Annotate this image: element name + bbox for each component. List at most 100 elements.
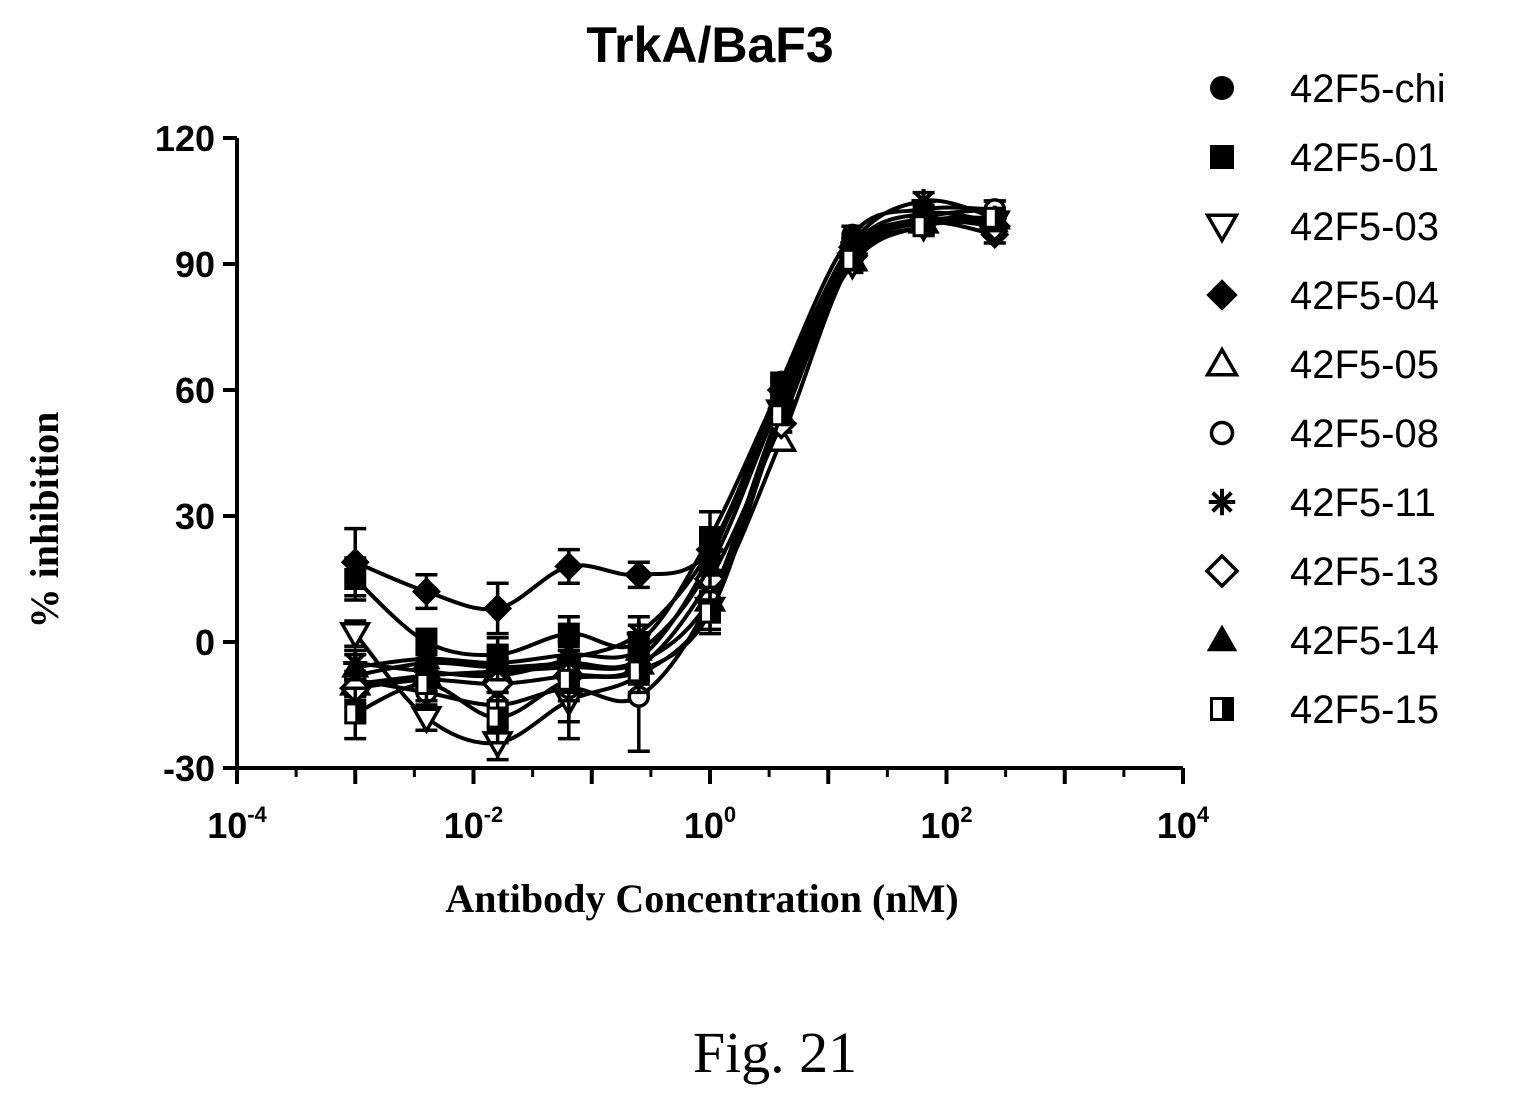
legend-item: 42F5-05: [1204, 343, 1439, 387]
legend-label: 42F5-05: [1290, 343, 1439, 387]
marker-shape: [695, 552, 725, 577]
data-point: [624, 560, 654, 590]
legend-item: 42F5-14: [1206, 619, 1439, 663]
legend-label: 42F5-14: [1290, 619, 1439, 663]
x-tick-base: 10: [444, 805, 484, 846]
x-tick-base: 10: [1157, 805, 1197, 846]
legend-symbol: [1206, 624, 1238, 652]
x-tick-exponent: 2: [960, 802, 972, 827]
legend-label: 42F5-08: [1290, 412, 1439, 456]
fit-curve: [355, 198, 996, 679]
marker-shape-half: [426, 673, 438, 695]
fit-curve: [354, 219, 996, 612]
series-42F5-04: [340, 207, 1010, 636]
data-point: [699, 601, 721, 624]
legend-label: 42F5-04: [1290, 274, 1439, 318]
legend-label: 42F5-03: [1290, 205, 1439, 249]
plot-area: [339, 188, 1011, 762]
legend-symbol: [1208, 488, 1236, 516]
marker-shape: [1204, 213, 1240, 244]
series-42F5-15: [344, 206, 1006, 745]
legend-item: 42F5-15: [1210, 688, 1439, 732]
series-42F5-chi: [344, 198, 1006, 690]
fit-curve: [355, 215, 995, 686]
marker-shape-half: [781, 404, 793, 427]
y-axis-ticks: -30 0 30 60 90 120: [155, 118, 237, 789]
x-tick-label: 104: [1157, 802, 1210, 846]
x-tick-exponent: 4: [1197, 802, 1210, 827]
marker-shape: [1209, 420, 1235, 446]
legend-item: 42F5-04: [1206, 274, 1439, 318]
marker-shape: [1210, 76, 1234, 100]
x-tick-base: 10: [684, 805, 724, 846]
x-tick-label: 100: [684, 802, 736, 846]
fit-curve: [353, 215, 995, 658]
marker-shape: [410, 705, 443, 735]
legend-symbol: [1204, 346, 1240, 377]
legend-label: 42F5-chi: [1290, 67, 1446, 111]
data-point: [483, 648, 512, 674]
legend-label: 42F5-15: [1290, 688, 1439, 732]
x-axis-title: Antibody Concentration (nM): [445, 876, 958, 921]
marker-shape: [483, 593, 513, 623]
fit-curve: [354, 205, 995, 678]
data-point: [411, 577, 441, 607]
x-tick-base: 10: [920, 805, 960, 846]
data-point: [339, 621, 372, 651]
x-tick-base: 10: [207, 805, 247, 846]
y-tick-label: 120: [155, 118, 215, 159]
data-point: [486, 706, 509, 729]
marker-shape: [1206, 624, 1238, 652]
marker-shape: [1206, 279, 1238, 311]
marker-shape: [411, 577, 441, 607]
legend-item: 42F5-03: [1204, 205, 1439, 249]
data-point: [410, 705, 443, 735]
legend: 42F5-chi 42F5-01 42F5-03 42F5-04 42F5-05 42F5…: [1204, 67, 1446, 732]
legend-label: 42F5-13: [1290, 550, 1439, 594]
data-point: [627, 660, 650, 683]
marker-shape-half: [710, 601, 721, 624]
series-42F5-13: [339, 205, 1011, 705]
legend-symbol: [1210, 76, 1234, 100]
marker-shape: [1211, 491, 1233, 513]
data-point: [841, 248, 864, 271]
marker-shape: [341, 652, 370, 678]
marker-shape-half: [355, 702, 367, 725]
x-tick-exponent: -2: [484, 802, 504, 827]
series-42F5-05: [339, 201, 1011, 699]
legend-label: 42F5-01: [1290, 136, 1439, 180]
data-point: [554, 551, 584, 581]
y-axis: -30 0 30 60 90 120: [155, 118, 239, 789]
marker-shape-half: [638, 660, 650, 683]
data-point: [483, 593, 513, 623]
marker-shape-half: [852, 248, 864, 271]
y-tick-label: -30: [163, 748, 215, 789]
x-axis-ticks: 10-4 10-2 100 102 104: [207, 768, 1210, 846]
marker-shape: [483, 648, 512, 674]
marker-shape: [339, 621, 372, 651]
marker-shape-half: [994, 206, 1006, 229]
y-tick-label: 0: [195, 622, 215, 663]
legend-symbol: [1206, 279, 1238, 311]
data-point: [344, 702, 367, 725]
data-point: [695, 552, 725, 577]
marker-shape-half: [497, 706, 509, 729]
series-42F5-03: [339, 210, 1011, 762]
figure-caption: Fig. 21: [693, 1020, 857, 1085]
marker-shape-half: [1222, 697, 1234, 721]
x-tick-label: 10-2: [444, 802, 504, 846]
marker-shape-half: [923, 215, 935, 238]
legend-symbol: [1204, 553, 1240, 589]
series-42F5-14: [341, 199, 1009, 682]
legend-item: 42F5-11: [1208, 481, 1436, 525]
legend-symbol: [1210, 697, 1234, 721]
x-axis: 10-4 10-2 100 102 104: [207, 766, 1210, 846]
data-point: [340, 547, 370, 577]
chart-title: TrkA/BaF3: [586, 17, 833, 73]
marker-shape: [554, 551, 584, 581]
series-42F5-08: [344, 198, 1007, 753]
data-point: [770, 404, 793, 427]
x-tick-exponent: -4: [247, 802, 267, 827]
legend-item: 42F5-chi: [1210, 67, 1446, 111]
